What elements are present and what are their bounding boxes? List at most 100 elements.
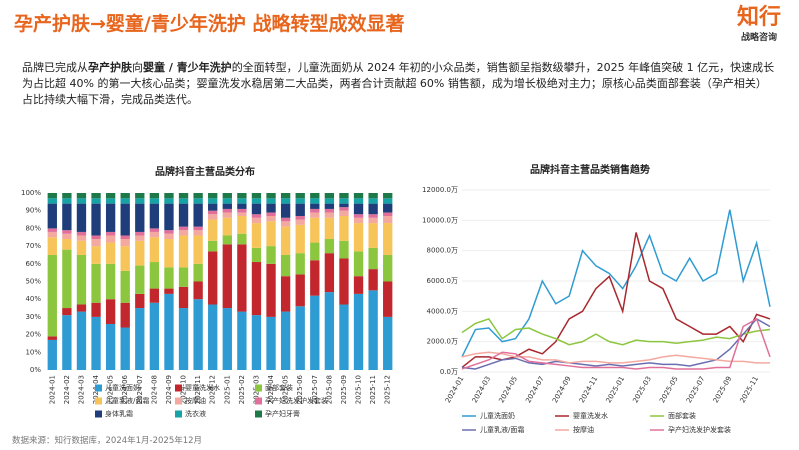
bar-segment [91, 246, 101, 264]
bar-segment [324, 292, 335, 370]
x-tick-label: 2025-05 [658, 375, 680, 404]
bar-segment [120, 193, 130, 199]
bar-segment [339, 203, 349, 208]
bar-segment [105, 323, 116, 370]
summary-text: 孕产护肤 [88, 61, 132, 74]
bar-segment [164, 239, 174, 268]
bar-segment [47, 237, 57, 255]
bar-segment [251, 315, 262, 370]
bar-segment [383, 198, 393, 204]
y-tick-label: 30% [25, 313, 41, 321]
bar-segment [91, 302, 101, 317]
bar-segment [383, 254, 393, 282]
chart-title: 品牌抖音主营品类销售趋势 [530, 163, 650, 176]
bar-segment [324, 217, 335, 240]
bar-segment [368, 269, 378, 291]
bar-segment [76, 304, 87, 312]
y-tick-label: 20% [25, 331, 41, 339]
bar-segment [193, 299, 203, 370]
legend-label: 孕产妇牙膏 [265, 409, 300, 418]
bar-segment [47, 193, 57, 199]
legend-label: 儿童乳液/面霜 [480, 425, 524, 434]
bar-segment [120, 235, 130, 240]
bar-segment [222, 244, 232, 309]
bar-segment [251, 262, 262, 316]
logo-tagline: 战略咨询 [740, 33, 777, 43]
bar-segment [76, 203, 87, 232]
bar-segment [178, 230, 189, 236]
bar-segment [164, 198, 174, 204]
bar-segment [251, 193, 262, 199]
series-line [461, 317, 771, 370]
bar-segment [47, 231, 57, 238]
bar-segment [62, 198, 72, 204]
bar-segment [353, 223, 364, 252]
bar-segment [135, 240, 145, 266]
bar-segment [62, 239, 72, 250]
legend-label: 儿童洗面奶 [480, 411, 515, 420]
bar-segment [295, 216, 305, 220]
bar-segment [105, 242, 116, 264]
bar-segment [47, 228, 57, 232]
bar-segment [164, 203, 174, 231]
bar-segment [76, 235, 87, 241]
bar-segment [91, 203, 101, 236]
bar-segment [251, 247, 262, 263]
bar-segment [91, 316, 101, 370]
x-tick-label: 2024-06 [121, 374, 129, 404]
bar-segment [76, 198, 87, 204]
legend-label: 按摩油 [185, 396, 206, 405]
legend-label: 按摩油 [573, 425, 594, 434]
bar-segment [280, 217, 291, 222]
legend-swatch [95, 384, 102, 392]
summary-text: 的全面转型，儿童洗面奶从 2024 年初的小众品类，销售额呈指数级攀升，2025… [22, 61, 775, 106]
bar-segment [339, 258, 349, 305]
bar-segment [280, 221, 291, 227]
bar-segment [295, 306, 305, 370]
bar-segment [62, 193, 72, 199]
bar-segment [222, 212, 232, 218]
bar-segment [105, 299, 116, 324]
legend-label: 身体乳霜 [105, 409, 133, 418]
bar-segment [135, 193, 145, 199]
bar-segment [62, 249, 72, 309]
summary-text: 向 [132, 61, 143, 74]
y-tick-label: 50% [25, 278, 41, 286]
bar-segment [237, 212, 247, 217]
bar-segment [91, 239, 101, 247]
x-tick-label: 2024-03 [77, 375, 85, 404]
bar-segment [339, 304, 349, 370]
bar-segment [62, 233, 72, 240]
bar-segment [251, 217, 262, 224]
x-tick-label: 2024-07 [524, 375, 546, 404]
bar-segment [251, 214, 262, 218]
legend-label: 婴童洗发水 [185, 383, 220, 392]
bar-segment [135, 293, 145, 309]
bar-segment [135, 235, 145, 241]
bar-segment [105, 263, 116, 300]
x-tick-label: 2024-11 [194, 375, 202, 404]
bar-segment [208, 214, 218, 220]
y-tick-label: 2000.0万 [427, 338, 459, 346]
bar-segment [353, 293, 364, 370]
y-tick-label: 90% [25, 207, 41, 215]
bar-segment [91, 193, 101, 199]
x-tick-label: 2024-05 [497, 375, 519, 404]
bar-segment [237, 208, 247, 213]
bar-segment [178, 235, 189, 268]
bar-segment [178, 203, 189, 227]
legend-swatch [175, 384, 182, 392]
bar-segment [193, 281, 203, 300]
bar-segment [295, 253, 305, 275]
bar-segment [222, 208, 232, 213]
summary-text: 品牌已完成从 [22, 61, 88, 74]
bar-segment [208, 210, 218, 215]
bar-segment [193, 235, 203, 264]
bar-segment [324, 239, 335, 254]
bar-segment [237, 311, 247, 370]
legend-label: 孕产妇洗发护发套装 [668, 425, 731, 434]
bar-segment [310, 208, 320, 213]
bar-segment [105, 193, 116, 199]
